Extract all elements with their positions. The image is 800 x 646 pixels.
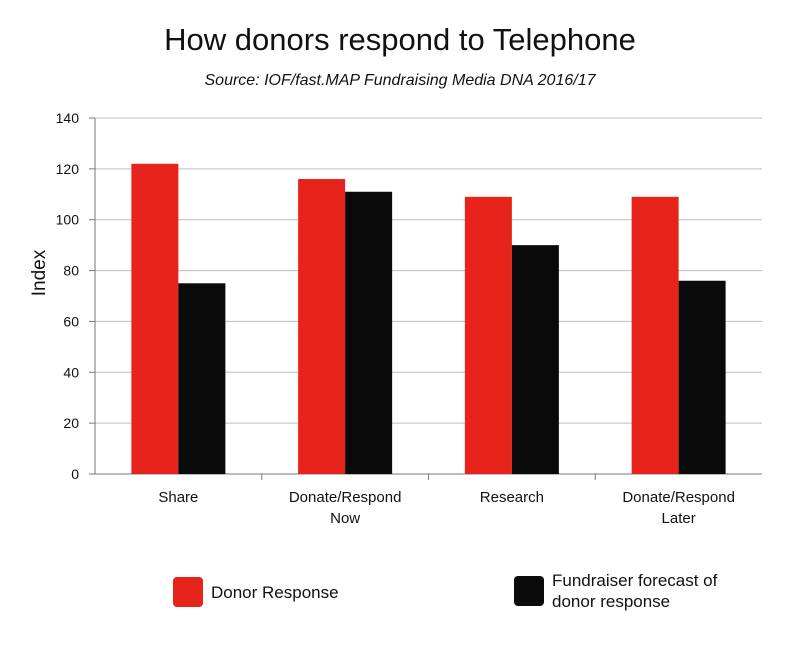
- bar-fundraiser-forecast: [511, 245, 559, 474]
- legend-label: Donor Response: [211, 582, 339, 602]
- y-axis-label: Index: [29, 249, 50, 296]
- bar-fundraiser-forecast: [178, 283, 226, 474]
- bar-donor-response: [131, 163, 179, 474]
- y-tick-label: 20: [63, 415, 79, 431]
- y-tick-label: 0: [71, 466, 79, 482]
- bar-fundraiser-forecast: [345, 191, 393, 474]
- legend-item-donor-response: Donor Response: [173, 576, 339, 608]
- legend-label: Fundraiser forecast of donor response: [552, 571, 718, 611]
- y-tick-label: 40: [63, 364, 79, 380]
- y-tick-label: 140: [56, 110, 80, 126]
- y-tick-label: 80: [63, 263, 79, 279]
- bar-chart: 0 20 40 60 80 100 120 140 Share Donate/Respond No…: [29, 110, 762, 527]
- x-tick-labels: Share Donate/Respond Now Research Donate/Res…: [158, 474, 735, 527]
- bar-fundraiser-forecast: [678, 280, 726, 474]
- y-tick-label: 100: [56, 212, 80, 228]
- x-tick-label: Share: [158, 489, 198, 506]
- chart-title: How donors respond to Telephone: [164, 22, 636, 57]
- legend-swatch-red: [173, 577, 203, 607]
- bar-donor-response: [631, 196, 679, 475]
- legend-item-fundraiser-forecast: Fundraiser forecast of donor response: [514, 570, 717, 612]
- bars: [131, 163, 726, 475]
- bar-donor-response: [298, 179, 346, 474]
- x-tick-label: Research: [480, 489, 544, 506]
- x-tick-label: Donate/Respond Later: [622, 489, 735, 527]
- y-tick-label: 120: [56, 161, 80, 177]
- chart-subtitle: Source: IOF/fast.MAP Fundraising Media D…: [204, 72, 596, 89]
- y-tick-label: 60: [63, 313, 79, 329]
- y-tick-labels: 0 20 40 60 80 100 120 140: [56, 110, 95, 482]
- x-tick-label: Donate/Respond Now: [289, 489, 402, 527]
- bar-donor-response: [464, 196, 512, 475]
- legend-swatch-black: [514, 576, 544, 606]
